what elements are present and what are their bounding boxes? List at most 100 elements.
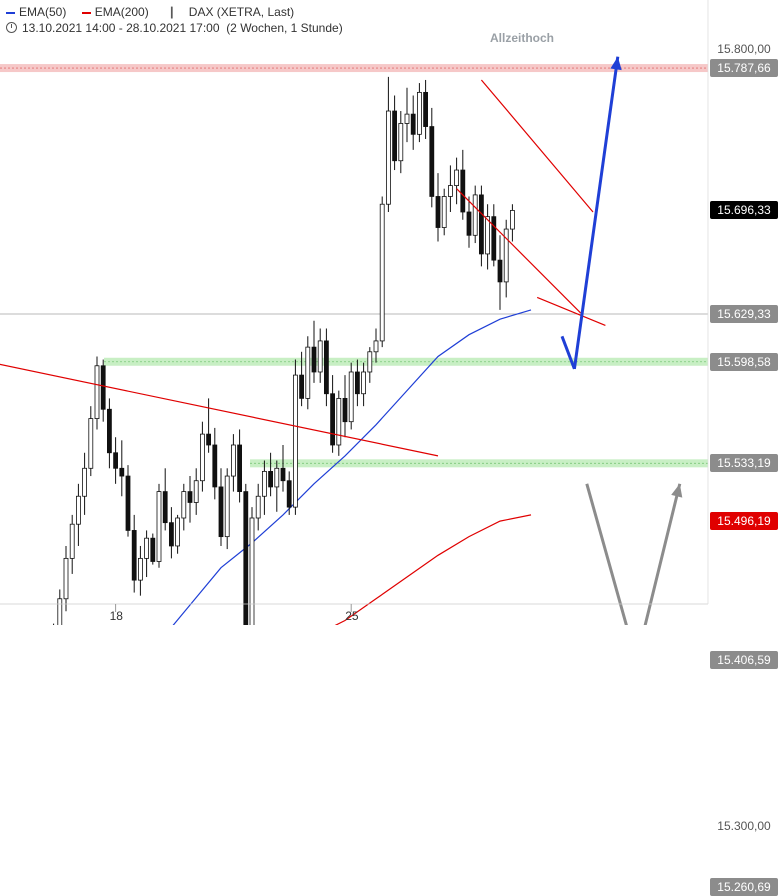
candle-body	[416, 91, 422, 135]
candle	[274, 460, 280, 512]
price-tag: 15.696,33	[710, 200, 778, 219]
trend-line	[480, 79, 594, 213]
candle	[466, 196, 472, 248]
legend-instrument[interactable]: ▕▏ DAX (XETRA, Last)	[164, 5, 300, 19]
ema200-line	[334, 514, 532, 625]
legend: EMA(50) EMA(200) ▕▏ DAX (XETRA, Last)	[6, 5, 306, 19]
candle	[305, 336, 311, 410]
trend-line	[536, 296, 606, 326]
time-range: 13.10.2021 14:00 - 28.10.2021 17:00 (2 W…	[6, 21, 343, 35]
candle	[82, 452, 87, 515]
candle-body	[361, 371, 367, 395]
price-tag: 15.629,33	[710, 305, 778, 323]
candle	[299, 351, 305, 407]
candle	[150, 533, 156, 565]
candle	[255, 483, 261, 531]
candle-body	[243, 491, 249, 625]
price-tag: 15.406,59	[710, 651, 778, 669]
candle-body	[88, 418, 94, 469]
candle	[342, 375, 348, 438]
candle	[131, 514, 137, 593]
candle	[212, 427, 218, 500]
instrument-label: DAX (XETRA, Last)	[188, 5, 295, 19]
candle	[193, 468, 199, 515]
ema200-label: EMA(200)	[94, 5, 149, 19]
candle-body	[107, 408, 112, 454]
price-chart[interactable]: 18 25	[0, 0, 780, 625]
candle-body	[280, 467, 286, 482]
ema50-label: EMA(50)	[19, 5, 67, 19]
trend-line	[0, 363, 439, 457]
price-tag: 15.787,66	[710, 59, 778, 78]
candle-body	[385, 110, 391, 205]
candle-body	[354, 371, 360, 395]
candle	[199, 421, 205, 492]
candle	[348, 362, 354, 430]
candle-body	[100, 365, 106, 410]
candle-body	[466, 211, 472, 236]
ema50-line	[172, 309, 532, 625]
candle-body	[131, 530, 137, 581]
candle-body	[336, 397, 342, 446]
candle-body	[485, 216, 491, 255]
candle	[63, 545, 69, 612]
candle-body	[497, 259, 503, 283]
trend-line	[456, 188, 582, 314]
candle-body	[441, 196, 447, 228]
candle-body	[317, 340, 323, 373]
candle-body	[76, 495, 81, 525]
candle	[113, 437, 118, 484]
candle-body	[137, 557, 143, 581]
candle	[447, 165, 453, 212]
candle-body	[206, 433, 212, 446]
candle-body	[199, 433, 205, 482]
candle-body	[299, 374, 305, 399]
x-tick-label: 25	[345, 609, 359, 623]
candle	[435, 173, 441, 242]
candle	[76, 483, 81, 546]
candle-body	[181, 491, 187, 519]
trendline-layer	[0, 79, 606, 457]
candle	[168, 507, 174, 559]
candle-body	[150, 537, 156, 562]
candle	[379, 196, 385, 348]
candle-body	[261, 470, 267, 497]
legend-ema200[interactable]: EMA(200)	[81, 5, 155, 19]
candle-body	[491, 216, 497, 261]
candle	[286, 471, 292, 515]
candle-layer	[53, 76, 515, 625]
price-tag: 15.496,19	[710, 511, 778, 530]
candle	[268, 452, 274, 497]
candle	[317, 328, 323, 383]
candle-body	[379, 203, 385, 342]
candle	[491, 204, 497, 267]
candle-body	[348, 371, 354, 423]
horizontal-line-layer	[0, 313, 708, 315]
scenario-arrow-grey	[585, 483, 682, 625]
price-tag: 15.598,58	[710, 352, 778, 371]
candle-body	[454, 169, 460, 186]
candle-body	[460, 169, 466, 213]
candle	[503, 219, 509, 298]
candle	[330, 375, 336, 453]
x-tick-label: 18	[110, 609, 124, 623]
candle	[107, 398, 112, 469]
legend-ema50[interactable]: EMA(50)	[6, 5, 72, 19]
candle	[429, 107, 435, 208]
candle-body	[69, 523, 75, 559]
candle-body	[224, 475, 230, 538]
candle	[497, 235, 503, 310]
candle-body	[187, 491, 193, 503]
candle	[478, 185, 484, 267]
candle-body	[342, 397, 348, 423]
projection-layer	[560, 56, 683, 625]
candle	[410, 95, 416, 150]
candle-body	[125, 475, 131, 531]
candle-body	[305, 346, 311, 399]
candle	[125, 465, 131, 537]
candle	[137, 545, 143, 596]
candle	[88, 406, 94, 477]
candle	[423, 79, 429, 139]
candle	[230, 434, 236, 492]
candle-body	[82, 467, 87, 497]
